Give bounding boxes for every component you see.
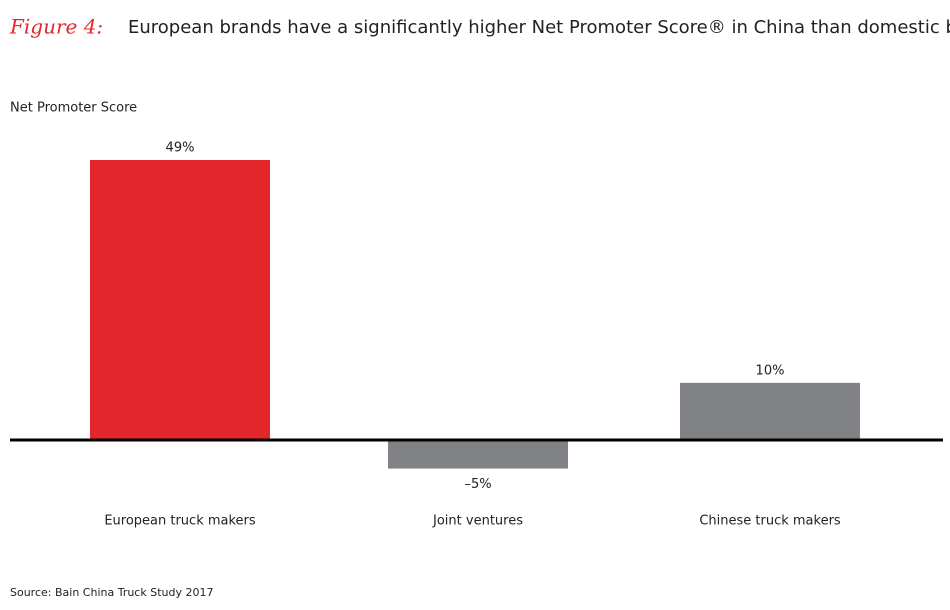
bar	[388, 440, 568, 469]
value-label: –5%	[464, 477, 491, 492]
source: Source: Bain China Truck Study 2017	[10, 586, 213, 599]
value-label: 10%	[756, 363, 785, 378]
chart-title: European brands have a significantly hig…	[128, 17, 950, 38]
x-tick-label: Chinese truck makers	[699, 514, 841, 529]
bar	[90, 160, 270, 440]
x-tick-label: European truck makers	[104, 514, 256, 529]
value-label: 49%	[166, 141, 195, 156]
x-tick-label: Joint ventures	[432, 514, 523, 529]
figure-label: Figure 4:	[9, 15, 103, 39]
bar	[680, 382, 860, 440]
y-axis-label: Net Promoter Score	[10, 101, 137, 116]
